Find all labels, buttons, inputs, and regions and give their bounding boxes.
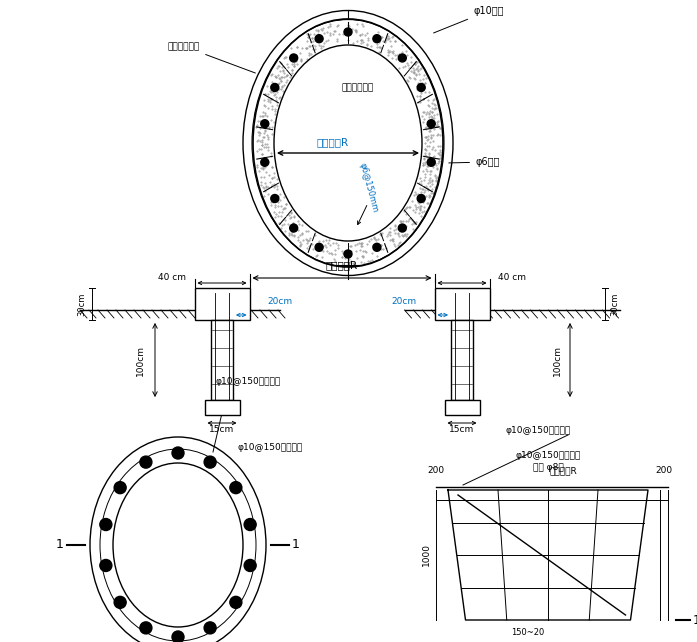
Bar — [194, 288, 250, 320]
Circle shape — [114, 596, 126, 609]
Text: 1: 1 — [693, 614, 697, 627]
Circle shape — [261, 159, 269, 166]
Circle shape — [244, 559, 256, 571]
Circle shape — [344, 250, 352, 258]
Text: 护壁内轮廓线: 护壁内轮廓线 — [342, 83, 374, 92]
Text: 桶基直径R: 桶基直径R — [549, 466, 577, 475]
Text: 15cm: 15cm — [209, 425, 235, 434]
Circle shape — [271, 83, 279, 92]
Text: 15cm: 15cm — [450, 425, 475, 434]
Text: 100cm: 100cm — [553, 345, 562, 376]
Text: 20cm: 20cm — [392, 297, 417, 306]
Circle shape — [140, 456, 152, 468]
Text: 200: 200 — [427, 466, 445, 475]
Text: 150~20: 150~20 — [512, 628, 544, 637]
Text: 1: 1 — [56, 539, 64, 551]
Text: 40 cm: 40 cm — [158, 273, 187, 282]
Text: 40 cm: 40 cm — [498, 273, 526, 282]
Circle shape — [100, 559, 112, 571]
Text: φ10主筋: φ10主筋 — [434, 6, 503, 33]
Circle shape — [398, 224, 406, 232]
Text: φ10@150均匀布置: φ10@150均匀布置 — [238, 443, 302, 452]
Circle shape — [100, 519, 112, 530]
Circle shape — [418, 195, 425, 202]
Text: 纵筋 φ8图: 纵筋 φ8图 — [533, 463, 563, 472]
Circle shape — [418, 83, 425, 92]
Text: 桶基直径R: 桶基直径R — [317, 137, 349, 147]
Text: 100cm: 100cm — [135, 345, 144, 376]
Text: 桶基直径R: 桶基直径R — [326, 260, 358, 270]
Text: φ6@150mm: φ6@150mm — [357, 162, 379, 214]
Bar — [445, 400, 480, 415]
Circle shape — [204, 622, 216, 634]
Text: 1000: 1000 — [422, 544, 431, 566]
Circle shape — [172, 631, 184, 642]
Ellipse shape — [275, 46, 421, 240]
Circle shape — [230, 596, 242, 609]
Text: 20cm: 20cm — [268, 297, 293, 306]
Text: φ10@150均匀布置: φ10@150均匀布置 — [505, 426, 571, 435]
Bar — [434, 288, 489, 320]
Circle shape — [373, 243, 381, 251]
Circle shape — [140, 622, 152, 634]
Circle shape — [398, 54, 406, 62]
Text: φ10@150均匀布置: φ10@150均匀布置 — [515, 451, 581, 460]
Circle shape — [315, 35, 323, 43]
Ellipse shape — [114, 464, 242, 626]
Circle shape — [172, 447, 184, 459]
Circle shape — [271, 195, 279, 202]
Bar — [451, 320, 473, 400]
Text: 30cm: 30cm — [611, 292, 620, 316]
Circle shape — [230, 482, 242, 494]
Text: 200: 200 — [655, 466, 673, 475]
Circle shape — [427, 119, 435, 128]
Circle shape — [373, 35, 381, 43]
Bar — [211, 320, 233, 400]
Text: 1: 1 — [292, 539, 300, 551]
Circle shape — [315, 243, 323, 251]
Circle shape — [114, 482, 126, 494]
Circle shape — [244, 519, 256, 530]
Text: 锁口外轮廓线: 锁口外轮廓线 — [168, 42, 255, 73]
Bar — [204, 400, 240, 415]
Circle shape — [427, 159, 435, 166]
Circle shape — [290, 54, 298, 62]
Text: φ6圆筋: φ6圆筋 — [449, 157, 499, 167]
Circle shape — [344, 28, 352, 36]
Circle shape — [204, 456, 216, 468]
Circle shape — [261, 119, 269, 128]
Text: 30cm: 30cm — [77, 292, 86, 316]
Circle shape — [290, 224, 298, 232]
Text: φ10@150均匀布置: φ10@150均匀布置 — [215, 377, 281, 386]
